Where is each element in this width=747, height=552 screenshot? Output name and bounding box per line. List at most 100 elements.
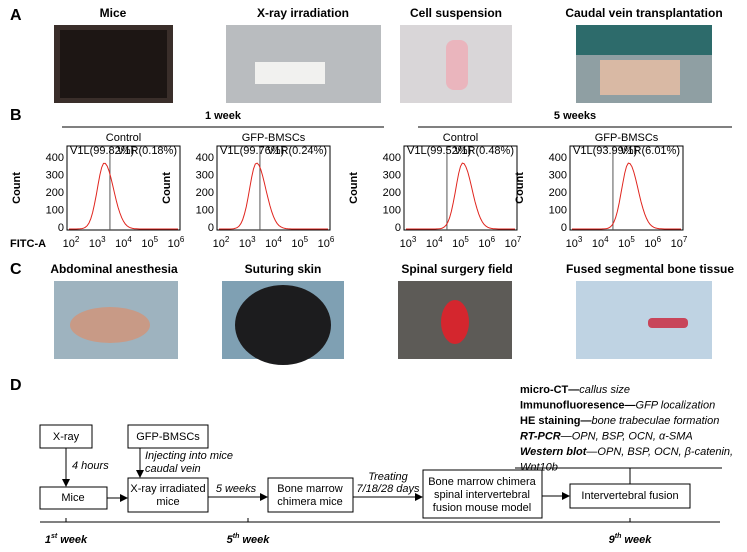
week-unit: week xyxy=(57,534,88,546)
x-tick-label: 106 xyxy=(318,235,335,250)
node-label: Intervertebral fusion xyxy=(581,490,678,502)
outcome-detail: GFP localization xyxy=(636,399,716,411)
gate-label: V1R(0.18%) xyxy=(117,145,177,157)
panel-label: B xyxy=(10,107,22,124)
outcome-lead: HE staining— xyxy=(520,415,592,427)
y-tick-label: 200 xyxy=(46,187,64,199)
gate-label: V1R(0.24%) xyxy=(267,145,327,157)
x-tick-label: 105 xyxy=(452,235,469,250)
x-tick-label: 104 xyxy=(115,235,132,250)
photo-detail xyxy=(70,307,150,343)
week-number: 9 xyxy=(609,534,616,546)
axis-label: Count xyxy=(514,172,526,204)
timeline-label: 9th week xyxy=(609,533,653,546)
week-suffix: th xyxy=(615,533,622,540)
tick-base: 10 xyxy=(671,238,683,250)
node-box xyxy=(569,483,691,509)
tick-base: 10 xyxy=(400,238,412,250)
flow-cytometry: 1 weekControlV1L(99.82%)V1R(0.18%)Count0… xyxy=(10,110,732,250)
x-tick-label: 104 xyxy=(592,235,609,250)
tick-base: 10 xyxy=(239,238,251,250)
image-title: Spinal surgery field xyxy=(401,262,512,276)
tick-exp: 2 xyxy=(225,235,230,244)
outcome-lead: Western blot xyxy=(520,446,588,458)
tick-exp: 6 xyxy=(330,235,335,244)
plot-title: GFP-BMSCs xyxy=(595,132,659,144)
x-tick-label: 105 xyxy=(618,235,635,250)
node-label: spinal intervertebral xyxy=(434,489,530,501)
outcome-line: HE staining—bone trabeculae formation xyxy=(520,415,719,427)
plot-frame xyxy=(569,145,684,231)
tick-exp: 3 xyxy=(412,235,417,244)
photo-detail xyxy=(576,25,712,55)
tick-exp: 5 xyxy=(304,235,309,244)
tick-exp: 6 xyxy=(491,235,496,244)
x-tick-label: 103 xyxy=(566,235,583,250)
image-title: X-ray irradiation xyxy=(257,6,349,20)
plot-frame xyxy=(66,145,181,231)
y-tick-label: 100 xyxy=(46,204,64,216)
tick-base: 10 xyxy=(168,238,180,250)
outcome-line: Immunofluoresence—GFP localization xyxy=(520,399,715,411)
y-tick-label: 0 xyxy=(58,222,64,234)
axis-label: Count xyxy=(11,172,23,204)
plot-title: Control xyxy=(106,132,141,144)
tick-exp: 3 xyxy=(251,235,256,244)
gate-label: V1L(99.52%) xyxy=(407,145,471,157)
tick-base: 10 xyxy=(478,238,490,250)
node-label: GFP-BMSCs xyxy=(136,431,200,443)
tick-exp: 7 xyxy=(683,235,688,244)
x-tick-label: 106 xyxy=(644,235,661,250)
plot-title: GFP-BMSCs xyxy=(242,132,306,144)
histogram-curve xyxy=(572,162,681,230)
gate-label: V1L(99.76%) xyxy=(220,145,284,157)
outcome-line: Western blot—OPN, BSP, OCN, β-catenin, xyxy=(520,446,733,458)
x-tick-label: 102 xyxy=(63,235,80,250)
tick-base: 10 xyxy=(426,238,438,250)
week-suffix: th xyxy=(233,533,240,540)
edge-label: 5 weeks xyxy=(216,483,257,495)
tick-exp: 4 xyxy=(127,235,132,244)
week-number: 1 xyxy=(45,534,51,546)
y-tick-label: 300 xyxy=(383,169,401,181)
y-tick-label: 0 xyxy=(208,222,214,234)
tick-exp: 4 xyxy=(438,235,443,244)
tick-exp: 5 xyxy=(630,235,635,244)
photo-detail xyxy=(600,60,680,95)
node-box xyxy=(127,424,209,449)
tick-exp: 5 xyxy=(154,235,159,244)
y-tick-label: 300 xyxy=(46,169,64,181)
x-tick-label: 106 xyxy=(478,235,495,250)
axis-label: Count xyxy=(348,172,360,204)
plot-frame xyxy=(216,145,331,231)
edge-label: Treating xyxy=(368,471,408,483)
y-tick-label: 200 xyxy=(383,187,401,199)
panel-label: D xyxy=(10,377,22,394)
outcome-detail: —OPN, BSP, OCN, α-SMA xyxy=(560,430,693,442)
outcome-detail: bone trabeculae formation xyxy=(592,415,720,427)
image-title: Mice xyxy=(100,6,127,20)
node-label: Bone marrow xyxy=(277,483,342,495)
group-title: 5 weeks xyxy=(554,110,596,122)
tick-base: 10 xyxy=(566,238,578,250)
edge-label: Injecting into mice xyxy=(145,450,233,462)
node-label: Mice xyxy=(61,492,84,504)
photo-detail xyxy=(255,62,325,84)
outcome-detail: —OPN, BSP, OCN, β-catenin, xyxy=(585,446,733,458)
y-tick-label: 400 xyxy=(46,152,64,164)
tick-base: 10 xyxy=(618,238,630,250)
photo-detail xyxy=(235,285,331,365)
image-title: Abdominal anesthesia xyxy=(50,262,178,276)
y-tick-label: 100 xyxy=(549,204,567,216)
photo-detail xyxy=(648,318,688,328)
panel-label: A xyxy=(10,7,22,24)
histogram-curve xyxy=(69,162,178,230)
y-tick-label: 100 xyxy=(383,204,401,216)
y-tick-label: 400 xyxy=(196,152,214,164)
gate-label: V1R(6.01%) xyxy=(620,145,680,157)
x-tick-label: 106 xyxy=(168,235,185,250)
photo-detail xyxy=(60,30,167,98)
y-tick-label: 300 xyxy=(549,169,567,181)
y-tick-label: 100 xyxy=(196,204,214,216)
x-tick-label: 103 xyxy=(239,235,256,250)
